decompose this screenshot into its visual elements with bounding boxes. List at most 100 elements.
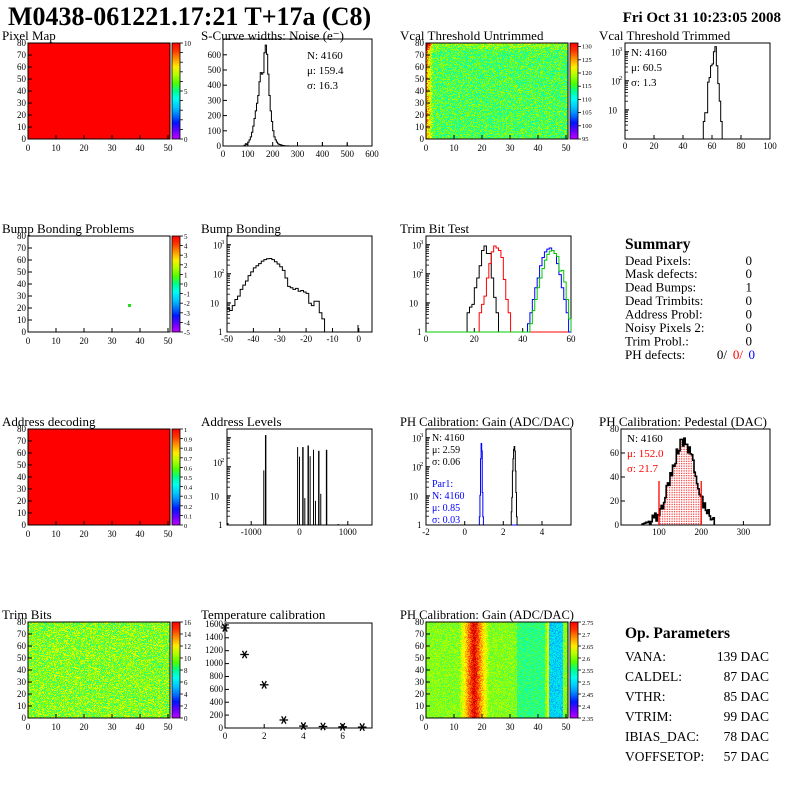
svg-text:10: 10 [415, 122, 425, 132]
svg-text:μ: 159.4: μ: 159.4 [307, 65, 344, 77]
svg-text:1: 1 [184, 427, 187, 434]
svg-text:-40: -40 [247, 334, 259, 344]
svg-text:300: 300 [208, 95, 222, 105]
svg-text:60: 60 [610, 448, 620, 458]
svg-text:0: 0 [26, 722, 31, 732]
svg-text:30: 30 [108, 529, 118, 539]
svg-text:600: 600 [208, 50, 222, 60]
svg-text:20: 20 [610, 496, 620, 506]
svg-text:0: 0 [424, 722, 429, 732]
svg-text:50: 50 [17, 653, 27, 663]
svg-text:10: 10 [184, 655, 192, 663]
svg-text:0: 0 [221, 149, 226, 159]
svg-text:4: 4 [184, 243, 188, 251]
svg-text:0: 0 [26, 143, 31, 153]
svg-text:87 DAC: 87 DAC [724, 669, 769, 684]
svg-text:0.8: 0.8 [184, 446, 192, 453]
svg-text:600: 600 [210, 684, 224, 694]
svg-text:100: 100 [208, 126, 222, 136]
svg-text:400: 400 [208, 80, 222, 90]
svg-text:PH Calibration: Gain (ADC/DAC): PH Calibration: Gain (ADC/DAC) [400, 608, 574, 622]
svg-text:-30: -30 [274, 334, 286, 344]
svg-text:10: 10 [52, 529, 62, 539]
svg-text:N: 4160: N: 4160 [432, 491, 465, 502]
svg-text:30: 30 [506, 722, 516, 732]
svg-text:0: 0 [184, 715, 188, 723]
svg-text:50: 50 [17, 460, 27, 470]
svg-text:8: 8 [184, 667, 188, 675]
svg-text:N: 4160: N: 4160 [432, 433, 465, 444]
svg-text:10: 10 [52, 336, 62, 346]
svg-text:50: 50 [562, 143, 572, 153]
svg-text:80: 80 [17, 231, 27, 241]
svg-text:20: 20 [17, 689, 27, 699]
svg-text:4: 4 [540, 527, 545, 537]
svg-text:-1: -1 [184, 291, 190, 299]
svg-text:80: 80 [17, 38, 27, 48]
svg-text:0.2: 0.2 [184, 504, 192, 511]
svg-text:60: 60 [708, 141, 718, 151]
svg-text:0: 0 [615, 520, 620, 530]
svg-text:30: 30 [108, 143, 118, 153]
svg-text:5: 5 [184, 233, 188, 241]
svg-text:40: 40 [136, 143, 146, 153]
svg-text:μ: 60.5: μ: 60.5 [631, 62, 662, 74]
svg-text:70: 70 [17, 436, 27, 446]
svg-text:200: 200 [210, 710, 224, 720]
svg-text:0: 0 [184, 281, 188, 289]
svg-text:99 DAC: 99 DAC [724, 709, 769, 724]
svg-text:0: 0 [749, 347, 756, 362]
svg-text:N: 4160: N: 4160 [627, 433, 663, 445]
svg-text:600: 600 [365, 149, 379, 159]
svg-text:100: 100 [241, 149, 255, 159]
svg-text:-5: -5 [184, 329, 190, 337]
svg-text:30: 30 [506, 143, 516, 153]
svg-text:0.5: 0.5 [184, 475, 192, 482]
svg-text:110: 110 [582, 96, 592, 103]
svg-text:30: 30 [108, 336, 118, 346]
svg-text:N: 4160: N: 4160 [631, 47, 667, 59]
svg-text:78 DAC: 78 DAC [724, 729, 769, 744]
svg-text:95: 95 [582, 136, 589, 143]
svg-text:PH Calibration: Pedestal (DAC): PH Calibration: Pedestal (DAC) [599, 415, 767, 429]
svg-text:130: 130 [582, 44, 592, 51]
svg-text:0/: 0/ [733, 347, 744, 362]
svg-text:40: 40 [610, 472, 620, 482]
svg-text:40: 40 [534, 143, 544, 153]
svg-text:50: 50 [164, 529, 174, 539]
svg-text:σ: 1.3: σ: 1.3 [631, 77, 657, 89]
svg-text:139 DAC: 139 DAC [717, 649, 769, 664]
svg-text:3: 3 [184, 252, 188, 260]
svg-text:10: 10 [52, 722, 62, 732]
svg-text:-1000: -1000 [241, 527, 262, 537]
svg-text:50: 50 [164, 143, 174, 153]
svg-text:0: 0 [26, 529, 31, 539]
svg-text:40: 40 [415, 86, 425, 96]
svg-text:1: 1 [417, 327, 422, 337]
svg-text:10: 10 [17, 315, 27, 325]
svg-text:30: 30 [415, 677, 425, 687]
svg-text:N: 4160: N: 4160 [307, 50, 343, 62]
svg-text:μ: 152.0: μ: 152.0 [627, 448, 664, 460]
svg-text:-2: -2 [184, 300, 190, 308]
svg-text:2.35: 2.35 [582, 716, 593, 723]
svg-text:0: 0 [184, 523, 187, 530]
svg-text:Pixel Map: Pixel Map [2, 29, 56, 43]
svg-text:300: 300 [291, 149, 305, 159]
svg-text:50: 50 [164, 722, 174, 732]
svg-text:70: 70 [415, 629, 425, 639]
svg-text:40: 40 [136, 336, 146, 346]
svg-text:30: 30 [17, 291, 27, 301]
svg-text:16: 16 [184, 619, 192, 627]
svg-text:CALDEL:: CALDEL: [625, 669, 682, 684]
svg-text:14: 14 [184, 631, 192, 639]
svg-text:40: 40 [17, 665, 27, 675]
svg-text:0: 0 [424, 143, 429, 153]
svg-text:70: 70 [17, 243, 27, 253]
svg-text:200: 200 [266, 149, 280, 159]
svg-text:50: 50 [17, 74, 27, 84]
svg-text:80: 80 [737, 141, 747, 151]
svg-text:20: 20 [478, 143, 488, 153]
svg-text:2: 2 [221, 457, 224, 464]
svg-text:σ: 0.03: σ: 0.03 [432, 515, 460, 526]
